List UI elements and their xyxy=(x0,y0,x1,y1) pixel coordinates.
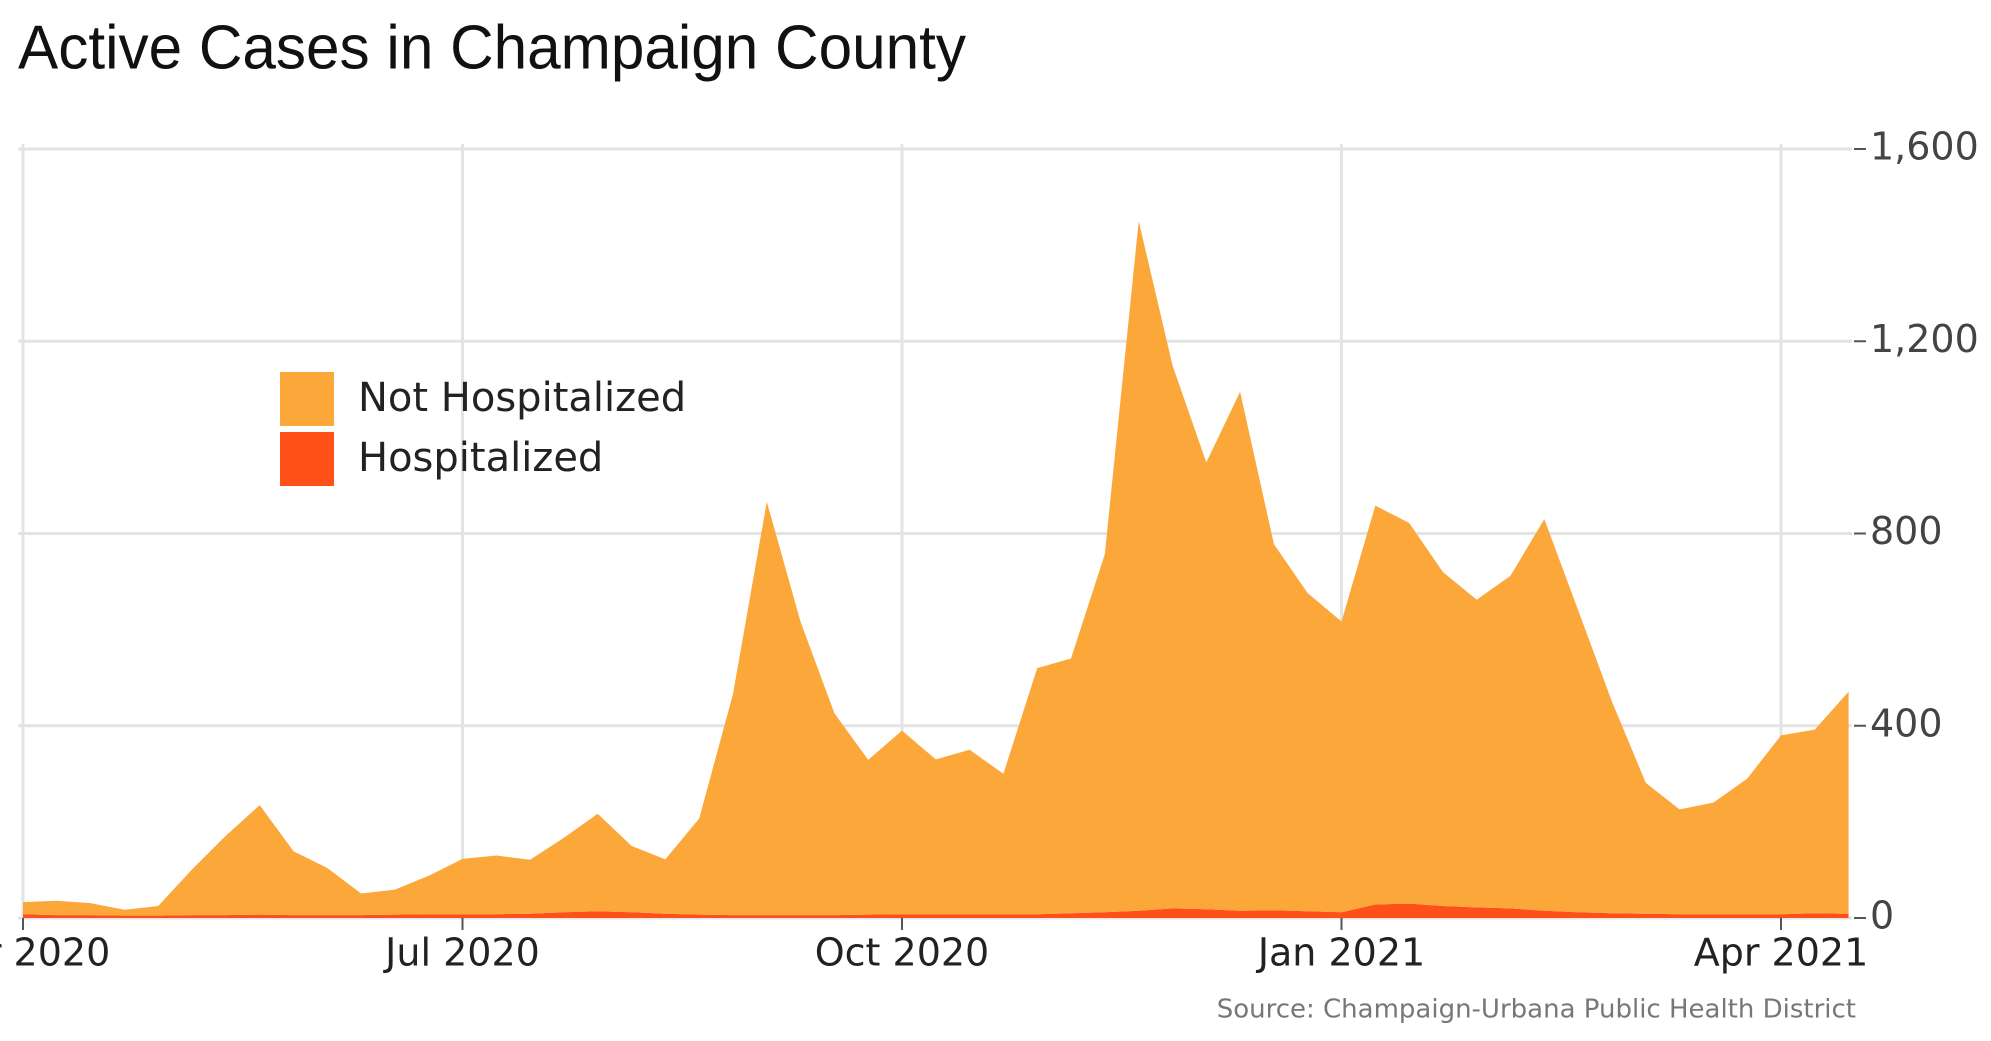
y-tick-label: 1,600 xyxy=(1870,125,1979,169)
y-tick-label: 0 xyxy=(1870,894,1894,938)
chart-title: Active Cases in Champaign County xyxy=(18,13,966,82)
x-tick-label: Apr 2021 xyxy=(1694,931,1869,975)
legend-swatch xyxy=(280,372,334,426)
x-tick-label: Oct 2020 xyxy=(815,931,990,975)
y-tick-label: 400 xyxy=(1870,701,1943,745)
y-tick-label: 800 xyxy=(1870,509,1943,553)
legend-label: Not Hospitalized xyxy=(358,375,686,421)
area xyxy=(23,221,1849,916)
legend-swatch xyxy=(280,432,334,486)
legend-label: Hospitalized xyxy=(358,435,603,481)
y-tick-label: 1,200 xyxy=(1870,317,1979,361)
area xyxy=(23,903,1849,918)
x-tick-label: Jul 2020 xyxy=(383,931,540,975)
x-tick-label: Apr 2020 xyxy=(0,931,110,975)
x-tick-label: Jan 2021 xyxy=(1256,931,1425,975)
source-note: Source: Champaign-Urbana Public Health D… xyxy=(1217,995,1856,1025)
